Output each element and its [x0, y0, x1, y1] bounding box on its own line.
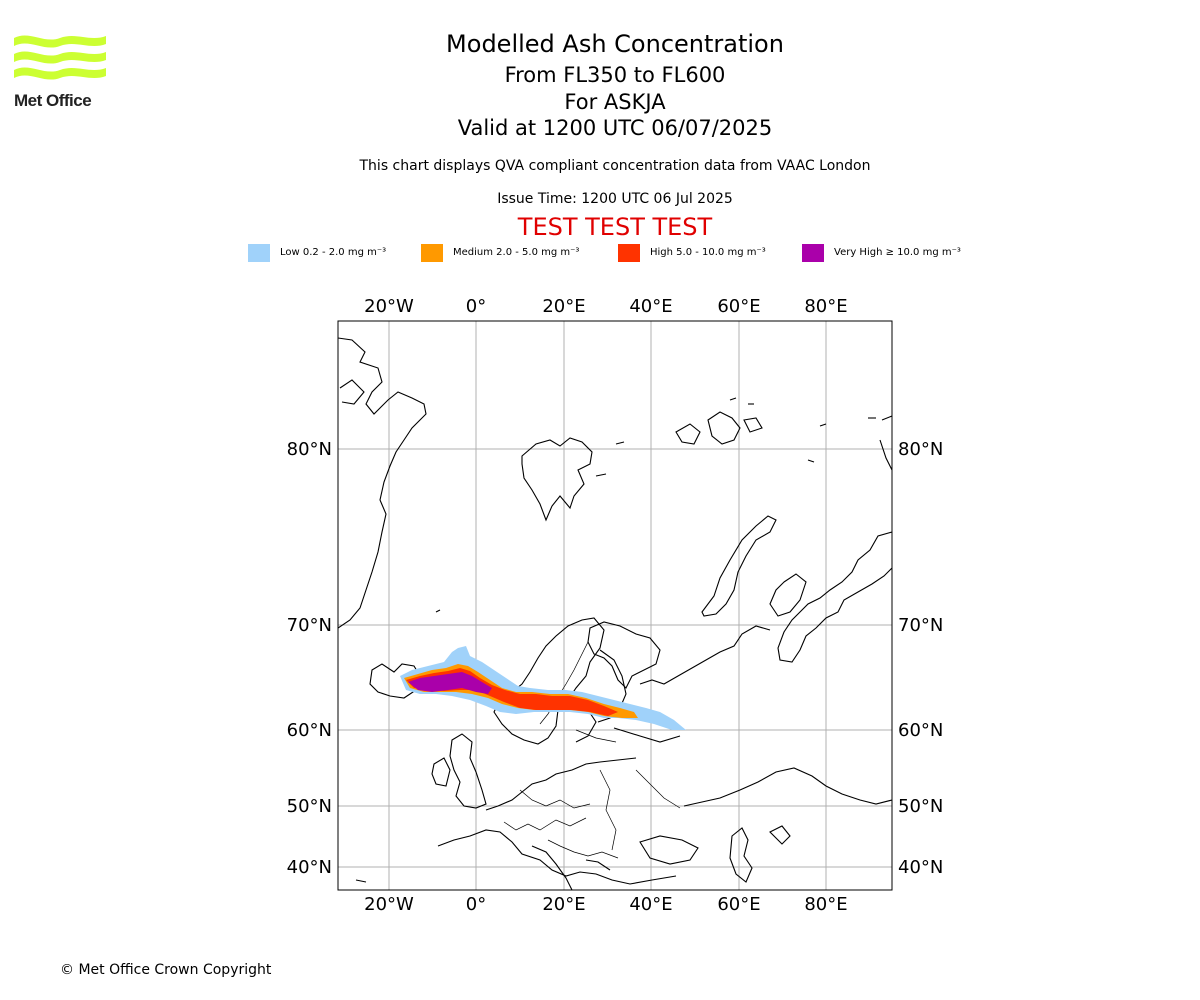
logo-text: Met Office — [14, 91, 92, 110]
lon-tick-bottom: 40°E — [629, 894, 672, 915]
copyright-notice: © Met Office Crown Copyright — [60, 962, 272, 978]
volcano-name: For ASKJA — [564, 90, 666, 114]
lon-tick-bottom: 20°E — [542, 894, 585, 915]
lon-tick-top: 80°E — [804, 296, 847, 317]
lat-tick-right: 60°N — [898, 720, 943, 741]
chart-title: Modelled Ash Concentration — [446, 30, 784, 58]
legend-label-medium: Medium 2.0 - 5.0 mg m⁻³ — [453, 247, 580, 258]
lon-tick-top: 20°E — [542, 296, 585, 317]
map-gridlines — [338, 321, 892, 890]
chart-description: This chart displays QVA compliant concen… — [359, 158, 871, 174]
lon-tick-bottom: 80°E — [804, 894, 847, 915]
lon-tick-top: 60°E — [717, 296, 760, 317]
legend-label-high: High 5.0 - 10.0 mg m⁻³ — [650, 247, 766, 258]
legend-swatch-medium — [421, 244, 443, 262]
legend-swatch-high — [618, 244, 640, 262]
legend-label-low: Low 0.2 - 2.0 mg m⁻³ — [280, 247, 387, 258]
lon-tick-bottom: 0° — [466, 894, 486, 915]
lat-tick-right: 80°N — [898, 439, 943, 460]
valid-time: Valid at 1200 UTC 06/07/2025 — [457, 116, 773, 140]
ash-plume — [400, 646, 686, 730]
met-office-logo: Met Office — [14, 30, 106, 112]
latitude-tick-labels: 80°N 70°N 60°N 50°N 40°N 80°N 70°N 60°N … — [287, 439, 944, 878]
legend-label-very-high: Very High ≥ 10.0 mg m⁻³ — [834, 247, 961, 258]
country-borders — [503, 641, 681, 859]
lon-tick-top: 0° — [466, 296, 486, 317]
test-banner: TEST TEST TEST — [517, 213, 713, 241]
lat-tick-left: 50°N — [287, 796, 332, 817]
lat-tick-left: 40°N — [287, 857, 332, 878]
met-office-wave-icon — [14, 35, 106, 80]
lat-tick-right: 40°N — [898, 857, 943, 878]
lon-tick-bottom: 60°E — [717, 894, 760, 915]
flight-level-range: From FL350 to FL600 — [504, 63, 726, 87]
map-frame — [337, 320, 893, 891]
lat-tick-left: 80°N — [287, 439, 332, 460]
ash-plume-very-high — [408, 672, 492, 694]
lon-tick-top: 40°E — [629, 296, 672, 317]
lat-tick-left: 60°N — [287, 720, 332, 741]
coastlines — [338, 337, 892, 890]
lon-tick-bottom: 20°W — [364, 894, 414, 915]
legend-swatch-very-high — [802, 244, 824, 262]
lat-tick-left: 70°N — [287, 615, 332, 636]
longitude-tick-labels: 20°W 0° 20°E 40°E 60°E 80°E 20°W 0° 20°E… — [364, 296, 847, 915]
legend-swatch-low — [248, 244, 270, 262]
lat-tick-right: 70°N — [898, 615, 943, 636]
lat-tick-right: 50°N — [898, 796, 943, 817]
lon-tick-top: 20°W — [364, 296, 414, 317]
issue-time: Issue Time: 1200 UTC 06 Jul 2025 — [497, 191, 733, 207]
